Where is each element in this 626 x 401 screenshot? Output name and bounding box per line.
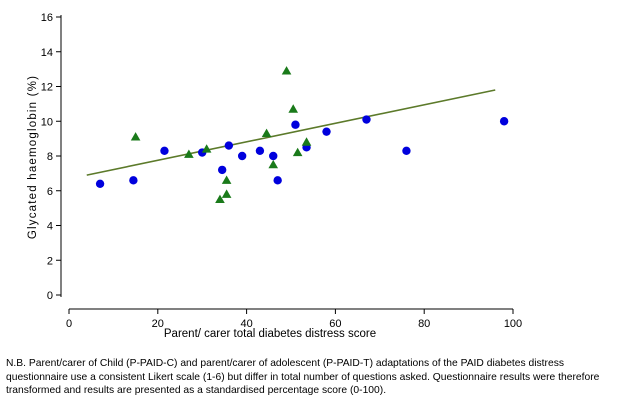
circle-point: [499, 117, 509, 126]
x-tick-label: 0: [66, 318, 72, 330]
x-axis-title: Parent/ carer total diabetes distress sc…: [164, 328, 376, 340]
circle-point: [129, 176, 138, 185]
y-tick-label: 4: [47, 221, 53, 233]
triangle-point: [201, 144, 212, 153]
triangle-point: [184, 149, 194, 158]
x-tick-label: 80: [418, 318, 430, 330]
triangle-point: [288, 104, 299, 113]
circle-point: [291, 120, 300, 129]
y-tick-label: 10: [41, 116, 53, 128]
points-group: [95, 66, 509, 204]
circle-point: [402, 146, 411, 155]
y-tick-label: 8: [47, 151, 53, 163]
x-tick-label: 100: [504, 318, 522, 330]
y-tick-label: 2: [47, 255, 53, 267]
axes: 0 2 4 6 8 10 12 14 16 0 20 40 60 80 100: [41, 12, 522, 330]
circle-point: [95, 179, 105, 188]
circle-point: [160, 146, 169, 155]
footnote: N.B. Parent/carer of Child (P-PAID-C) an…: [6, 358, 600, 396]
y-tick-label: 16: [41, 12, 53, 24]
triangle-point: [281, 66, 292, 75]
fit-line-group: [86, 89, 496, 176]
y-tick-label: 0: [47, 290, 53, 302]
circle-point: [269, 151, 278, 161]
triangle-point: [221, 175, 232, 184]
y-tick-label: 6: [47, 186, 53, 198]
circle-point: [273, 176, 282, 185]
circle-point: [362, 115, 371, 124]
triangle-point: [292, 147, 303, 157]
y-tick-label: 14: [41, 47, 53, 59]
scatter-chart: 0 2 4 6 8 10 12 14 16 0 20 40 60 80 100 Glycated haemo…: [27, 12, 522, 340]
triangle-point: [268, 159, 279, 169]
triangle-point: [215, 194, 225, 204]
x-tick-label: 60: [329, 318, 341, 330]
triangle-point: [301, 137, 312, 146]
x-tick-label: 40: [240, 318, 252, 330]
circle-point: [255, 146, 265, 155]
fit-line: [86, 89, 496, 176]
y-axis-title: Glycated haemoglobin (%): [27, 75, 39, 239]
x-tick-label: 20: [152, 318, 164, 330]
circle-point: [224, 141, 234, 150]
triangle-point: [261, 128, 272, 138]
triangle-point: [221, 189, 232, 198]
circle-point: [217, 165, 227, 175]
circle-point: [322, 127, 331, 136]
y-tick-label: 12: [41, 82, 53, 94]
circle-point: [237, 151, 247, 161]
triangle-point: [130, 132, 141, 141]
